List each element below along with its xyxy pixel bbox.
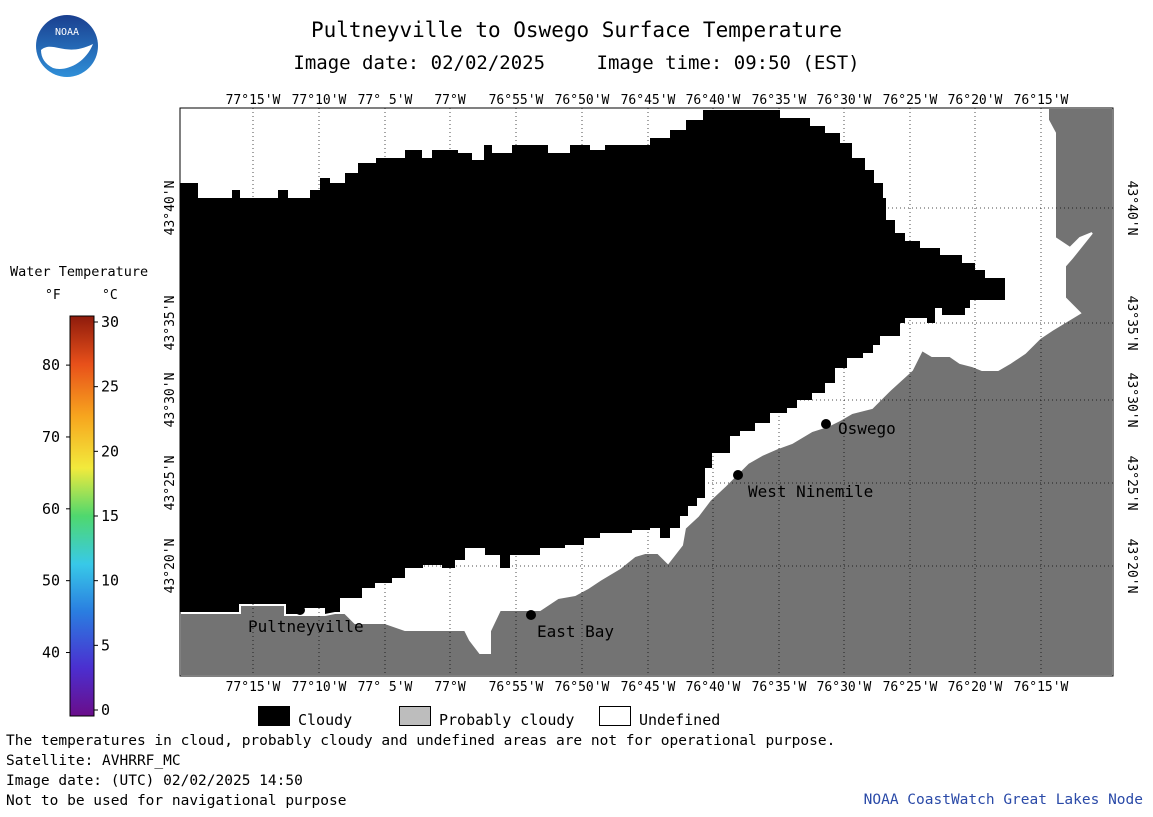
satellite-note: Satellite: AVHRRF_MC: [6, 753, 181, 769]
pultneyville-marker: [295, 605, 305, 615]
lon-label-bottom: 77°10'W: [292, 680, 347, 695]
lat-label-left: 43°35'N: [163, 296, 178, 351]
noaa-logo: NOAA: [35, 14, 99, 82]
page-title: Pultneyville to Oswego Surface Temperatu…: [310, 18, 842, 42]
lon-label-top: 76°45'W: [621, 93, 676, 108]
image-date-label: Image date: 02/02/2025: [293, 52, 546, 74]
lon-label-top: 76°30'W: [817, 93, 872, 108]
colorbar-f-label: 50: [42, 572, 60, 590]
lon-label-bottom: 77°15'W: [226, 680, 281, 695]
legend-swatch-undefined: [599, 706, 631, 726]
lat-label-left: 43°40'N: [163, 181, 178, 236]
colorbar-f-label: 40: [42, 644, 60, 662]
image-time-label: Image time: 09:50 (EST): [596, 52, 860, 74]
map-frame: [179, 107, 1114, 677]
lat-label-right: 43°20'N: [1124, 539, 1139, 594]
west-ninemile-marker: [733, 470, 743, 480]
lon-label-bottom: 77°W: [434, 680, 465, 695]
place-label-east-bay: East Bay: [537, 622, 614, 641]
lon-label-top: 77° 5'W: [358, 93, 413, 108]
lat-label-right: 43°35'N: [1124, 296, 1139, 351]
disclaimer-note: The temperatures in cloud, probably clou…: [6, 733, 836, 749]
legend-swatch-cloudy: [258, 706, 290, 726]
unit-celsius: °C: [102, 288, 118, 303]
legend-label-undefined: Undefined: [639, 711, 721, 729]
oswego-marker: [821, 419, 831, 429]
colorbar-c-label: 10: [101, 572, 119, 590]
lon-label-bottom: 76°50'W: [555, 680, 610, 695]
colorbar-c-label: 20: [101, 442, 119, 460]
navigation-note: Not to be used for navigational purpose: [6, 793, 347, 809]
colorbar-f-label: 70: [42, 428, 60, 446]
lat-label-left: 43°20'N: [163, 539, 178, 594]
lon-label-top: 76°15'W: [1014, 93, 1069, 108]
legend-label-probably-cloudy: Probably cloudy: [439, 711, 575, 729]
lat-label-right: 43°30'N: [1124, 373, 1139, 428]
legend-swatch-probably-cloudy: [399, 706, 431, 726]
place-label-oswego: Oswego: [838, 419, 896, 438]
colorbar-title: Water Temperature: [10, 264, 149, 280]
lon-label-bottom: 76°25'W: [883, 680, 938, 695]
image-date-time: Image date: 02/02/2025 Image time: 09:50…: [0, 52, 1153, 74]
lon-label-top: 77°10'W: [292, 93, 347, 108]
lon-label-top: 77°15'W: [226, 93, 281, 108]
place-label-pultneyville: Pultneyville: [248, 617, 364, 636]
surface-temperature-map: Pultneyville East Bay West Ninemile Oswe…: [163, 93, 1139, 695]
lat-label-right: 43°25'N: [1124, 456, 1139, 511]
colorbar-c-label: 30: [101, 313, 119, 331]
cloudy-area: [180, 110, 1005, 625]
lon-label-bottom: 76°55'W: [489, 680, 544, 695]
lon-label-bottom: 76°40'W: [686, 680, 741, 695]
credit-link[interactable]: NOAA CoastWatch Great Lakes Node: [863, 792, 1143, 808]
temperature-colorbar: 40 50 60 70 80 0 5 10 15 20 25 30: [42, 313, 119, 719]
legend-label-cloudy: Cloudy: [298, 711, 353, 729]
lat-label-right: 43°40'N: [1124, 181, 1139, 236]
lon-label-top: 76°35'W: [752, 93, 807, 108]
colorbar-c-label: 0: [101, 701, 110, 719]
lon-label-bottom: 76°15'W: [1014, 680, 1069, 695]
lat-label-left: 43°30'N: [163, 373, 178, 428]
unit-fahrenheit: °F: [45, 288, 61, 303]
colorbar-c-label: 15: [101, 507, 119, 525]
lon-label-top: 76°40'W: [686, 93, 741, 108]
land-area: [179, 107, 1114, 677]
east-bay-marker: [526, 610, 536, 620]
lon-label-top: 76°50'W: [555, 93, 610, 108]
lon-label-bottom: 76°30'W: [817, 680, 872, 695]
lon-label-bottom: 76°20'W: [948, 680, 1003, 695]
place-label-west-ninemile: West Ninemile: [748, 482, 873, 501]
colorbar-f-label: 80: [42, 356, 60, 374]
lon-label-top: 76°55'W: [489, 93, 544, 108]
lat-label-left: 43°25'N: [163, 456, 178, 511]
colorbar-f-label: 60: [42, 500, 60, 518]
utc-date-note: Image date: (UTC) 02/02/2025 14:50: [6, 773, 303, 789]
colorbar-c-label: 25: [101, 378, 119, 396]
colorbar-c-label: 5: [101, 636, 110, 654]
lon-label-bottom: 76°35'W: [752, 680, 807, 695]
lon-label-bottom: 77° 5'W: [358, 680, 413, 695]
lon-label-top: 76°25'W: [883, 93, 938, 108]
lon-label-bottom: 76°45'W: [621, 680, 676, 695]
lon-label-top: 77°W: [434, 93, 465, 108]
lon-label-top: 76°20'W: [948, 93, 1003, 108]
logo-text: NOAA: [55, 27, 79, 38]
